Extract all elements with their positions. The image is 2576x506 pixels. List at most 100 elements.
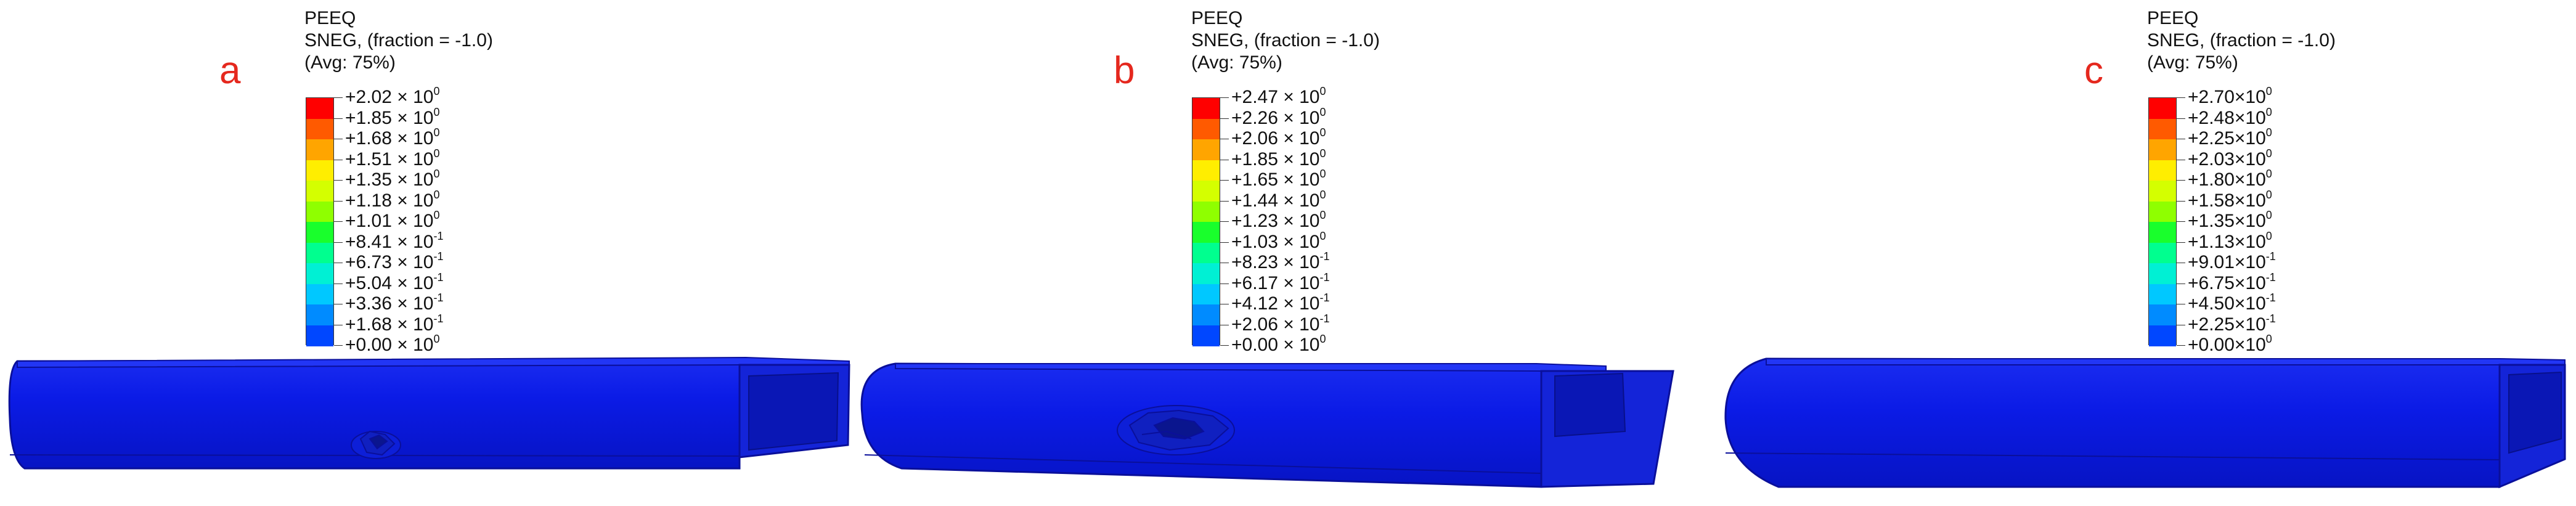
legend-color-swatch	[2149, 118, 2176, 140]
legend-color-swatch	[1192, 118, 1220, 140]
legend-value-mantissa: +2.06 × 10	[1231, 314, 1320, 335]
legend-value-exponent: -1	[2265, 250, 2276, 263]
legend-value-mantissa: +2.02 × 10	[345, 87, 434, 107]
legend-value-label: +2.02 × 100	[345, 86, 439, 107]
legend-color-swatch	[2149, 304, 2176, 325]
legend-value-label: +0.00 × 100	[1231, 333, 1326, 354]
legend-value-mantissa: +9.01×10	[2188, 252, 2266, 272]
legend-tick	[2177, 200, 2185, 202]
contour-legend-bar	[1192, 97, 1220, 346]
pipe-model	[8, 356, 850, 470]
legend-color-swatch	[306, 118, 333, 140]
legend-color-swatch	[306, 139, 333, 160]
legend-value-exponent: 0	[1319, 126, 1326, 139]
legend-value-mantissa: +2.06 × 10	[1231, 128, 1320, 149]
legend-tick	[334, 97, 343, 98]
legend-value-label: +8.41 × 10-1	[345, 229, 444, 252]
pipe-top-edge	[1766, 358, 2566, 365]
legend-value-exponent: 0	[1319, 147, 1326, 160]
legend-value-mantissa: +0.00×10	[2188, 335, 2266, 355]
legend-value-exponent: 0	[2265, 333, 2272, 345]
legend-value-label: +8.23 × 10-1	[1231, 251, 1329, 272]
legend-value-exponent: 0	[2265, 229, 2272, 242]
legend-value-exponent: 0	[1319, 188, 1326, 201]
legend-value-mantissa: +2.25×10	[2188, 314, 2266, 335]
legend-value-label: +2.25×100	[2188, 127, 2272, 148]
legend-value-exponent: 0	[2265, 188, 2272, 201]
legend-value-exponent: 0	[2265, 147, 2272, 160]
legend-value-label: +1.35 × 100	[345, 168, 439, 190]
legend-value-exponent: -1	[433, 250, 444, 263]
panel-c: c PEEQ SNEG, (fraction = -1.0) (Avg: 75%…	[1717, 0, 2575, 506]
legend-title-line-2: SNEG, (fraction = -1.0)	[304, 30, 493, 51]
legend-color-swatch	[1192, 181, 1220, 202]
legend-value-mantissa: +1.35 × 10	[345, 169, 434, 190]
legend-value-exponent: -1	[1319, 292, 1330, 304]
legend-value-mantissa: +1.03 × 10	[1231, 231, 1320, 252]
legend-tick	[1220, 200, 1229, 202]
legend-tick	[334, 118, 343, 119]
panel-letter: b	[1114, 49, 1135, 92]
panel-letter: c	[2084, 49, 2103, 92]
legend-color-swatch	[1192, 304, 1220, 325]
legend-color-swatch	[1192, 284, 1220, 305]
legend-value-exponent: 0	[2265, 85, 2272, 97]
legend-color-swatch	[306, 325, 333, 346]
legend-color-swatch	[1192, 160, 1220, 181]
legend-value-mantissa: +1.01 × 10	[345, 211, 434, 231]
legend-title-line-3: (Avg: 75%)	[304, 52, 396, 73]
legend-color-swatch	[1192, 139, 1220, 160]
legend-value-mantissa: +1.85 × 10	[1231, 149, 1320, 169]
legend-value-exponent: 0	[433, 333, 440, 345]
legend-color-swatch	[306, 284, 333, 305]
legend-tick	[334, 180, 343, 181]
legend-value-exponent: -1	[433, 312, 444, 325]
legend-tick	[334, 200, 343, 202]
legend-value-mantissa: +2.47 × 10	[1231, 87, 1320, 107]
legend-title-line-1: PEEQ	[2147, 8, 2199, 28]
legend-value-label: +6.73 × 10-1	[345, 250, 444, 272]
legend-color-swatch	[306, 242, 333, 264]
legend-value-mantissa: +1.85 × 10	[345, 107, 434, 128]
legend-value-label: +1.68 × 10-1	[345, 313, 443, 334]
legend-color-swatch	[2149, 98, 2176, 119]
legend-value-label: +2.06 × 100	[1231, 126, 1326, 149]
legend-value-label: +1.44 × 100	[1231, 188, 1326, 211]
legend-value-mantissa: +2.48×10	[2188, 107, 2266, 128]
legend-value-exponent: 0	[1319, 168, 1326, 180]
legend-value-exponent: 0	[433, 188, 440, 201]
legend-value-label: +1.80×100	[2188, 168, 2272, 189]
legend-value-mantissa: +1.44 × 10	[1231, 190, 1320, 211]
legend-value-mantissa: +6.17 × 10	[1231, 272, 1320, 293]
legend-value-mantissa: +8.41 × 10	[345, 231, 434, 252]
legend-value-exponent: 0	[1319, 229, 1326, 242]
legend-value-label: +6.17 × 10-1	[1231, 272, 1329, 293]
legend-color-swatch	[306, 263, 333, 284]
contour-legend-bar	[306, 97, 334, 346]
legend-value-mantissa: +1.13×10	[2188, 231, 2266, 252]
legend-value-exponent: 0	[1319, 209, 1326, 221]
legend-value-label: +6.75×10-1	[2188, 272, 2276, 293]
legend-tick	[1220, 97, 1229, 98]
legend-color-swatch	[1192, 325, 1220, 346]
legend-color-swatch	[2149, 201, 2176, 222]
legend-color-swatch	[2149, 181, 2176, 202]
legend-color-swatch	[1192, 222, 1220, 243]
legend-tick	[334, 345, 343, 346]
legend-color-swatch	[2149, 325, 2176, 346]
legend-value-label: +1.85 × 100	[1231, 147, 1326, 169]
legend-value-label: +2.48×100	[2188, 107, 2272, 128]
legend-value-mantissa: +1.51 × 10	[345, 149, 434, 169]
legend-tick	[334, 242, 343, 243]
legend-value-label: +2.26 × 100	[1231, 107, 1326, 128]
legend-value-exponent: -1	[1319, 312, 1330, 325]
legend-value-label: +1.18 × 100	[345, 188, 440, 210]
legend-tick	[2177, 180, 2185, 181]
legend-color-swatch	[306, 181, 333, 202]
legend-value-exponent: -1	[433, 229, 444, 242]
legend-value-exponent: 0	[433, 105, 440, 118]
legend-value-exponent: -1	[2265, 292, 2276, 304]
legend-value-label: +2.70×100	[2188, 85, 2272, 107]
legend-value-label: +3.36 × 10-1	[345, 292, 443, 313]
legend-value-exponent: 0	[2265, 168, 2272, 180]
